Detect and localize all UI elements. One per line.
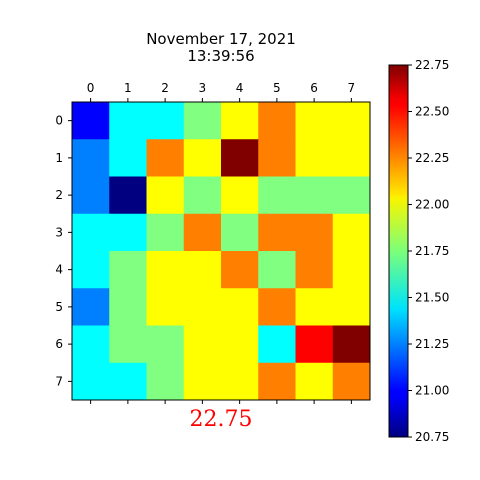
heatmap-cell (146, 325, 185, 364)
colorbar-tick-label: 20.75 (415, 430, 449, 444)
heatmap-cell (258, 362, 296, 401)
heatmap-cell (258, 102, 296, 140)
heatmap-cell (72, 139, 110, 177)
x-tick-label: 4 (236, 81, 244, 95)
heatmap-cell (72, 176, 110, 215)
colorbar-ticks: 20.75 21.00 21.25 21.50 21.75 22.00 22.25 22.50… (408, 58, 449, 444)
x-tick-label: 6 (310, 81, 318, 95)
heatmap-cell (258, 139, 296, 177)
x-tick-label: 5 (273, 81, 281, 95)
heatmap-cell (332, 251, 371, 289)
y-tick-label: 6 (55, 337, 63, 351)
chart-title-date: November 17, 2021 (146, 30, 296, 48)
heatmap-cell (295, 176, 334, 215)
heatmap-cell (183, 102, 222, 140)
colorbar-tick-label: 21.00 (415, 384, 449, 398)
heatmap-cell (258, 251, 296, 289)
heatmap-cell (332, 325, 371, 364)
heatmap-cell (332, 288, 371, 326)
heatmap-cell (295, 213, 334, 252)
colorbar-tick-label: 22.50 (415, 105, 449, 119)
heatmap-cell (183, 288, 222, 326)
colorbar-tick-label: 22.75 (415, 58, 449, 72)
heatmap-cell (72, 288, 110, 326)
colorbar-tick-label: 22.00 (415, 198, 449, 212)
heatmap-cell (109, 102, 147, 140)
heatmap-cell (221, 213, 259, 252)
x-tick-label: 0 (87, 81, 95, 95)
heatmap-cell (109, 251, 147, 289)
heatmap-cell (109, 176, 147, 215)
heatmap-cell (72, 102, 110, 140)
y-axis-ticks: 0 1 2 3 4 5 6 7 (55, 114, 72, 388)
x-tick-label: 7 (348, 81, 356, 95)
chart-title-time: 13:39:56 (187, 47, 254, 65)
heatmap-cells (72, 102, 371, 401)
heatmap-cell (72, 362, 110, 401)
heatmap-cell (332, 139, 371, 177)
heatmap-cell (109, 213, 147, 252)
heatmap-cell (221, 288, 259, 326)
heatmap-cell (221, 102, 259, 140)
heatmap-cell (109, 139, 147, 177)
heatmap-cell (295, 325, 334, 364)
colorbar-tick-label: 21.25 (415, 337, 449, 351)
heatmap-cell (332, 213, 371, 252)
heatmap-cell (221, 139, 259, 177)
heatmap-cell (221, 325, 259, 364)
heatmap-cell (332, 176, 371, 215)
heatmap-cell (221, 176, 259, 215)
heatmap-cell (72, 325, 110, 364)
heatmap-cell (183, 251, 222, 289)
heatmap-cell (332, 362, 371, 401)
heatmap-cell (72, 213, 110, 252)
heatmap-cell (258, 325, 296, 364)
x-tick-label: 1 (124, 81, 132, 95)
heatmap-cell (183, 362, 222, 401)
y-tick-label: 1 (55, 151, 63, 165)
heatmap-cell (146, 102, 185, 140)
heatmap-cell (72, 251, 110, 289)
heatmap-cell (183, 139, 222, 177)
heatmap-cell (183, 213, 222, 252)
heatmap-cell (146, 139, 185, 177)
heatmap-cell (183, 176, 222, 215)
heatmap-cell (258, 288, 296, 326)
y-tick-label: 3 (55, 225, 63, 239)
x-tick-label: 2 (161, 81, 169, 95)
heatmap-cell (146, 251, 185, 289)
value-readout: 22.75 (190, 407, 253, 432)
heatmap-cell (109, 362, 147, 401)
heatmap-cell (146, 362, 185, 401)
heatmap-cell (183, 325, 222, 364)
heatmap-cell (258, 176, 296, 215)
heatmap-cell (109, 288, 147, 326)
heatmap-cell (146, 176, 185, 215)
y-tick-label: 2 (55, 188, 63, 202)
heatmap-cell (146, 288, 185, 326)
x-tick-label: 3 (199, 81, 207, 95)
y-tick-label: 0 (55, 114, 63, 128)
heatmap-cell (258, 213, 296, 252)
colorbar-tick-label: 21.50 (415, 291, 449, 305)
heatmap-cell (295, 251, 334, 289)
y-tick-label: 7 (55, 374, 63, 388)
heatmap-cell (332, 102, 371, 140)
heatmap-cell (295, 102, 334, 140)
colorbar-tick-label: 21.75 (415, 244, 449, 258)
x-axis-ticks: 0 1 2 3 4 5 6 7 (87, 81, 355, 404)
heatmap-cell (295, 139, 334, 177)
heatmap-cell (146, 213, 185, 252)
y-tick-label: 5 (55, 300, 63, 314)
colorbar (388, 64, 409, 438)
heatmap-cell (221, 362, 259, 401)
heatmap-cell (109, 325, 147, 364)
plot-frame (71, 101, 371, 401)
heatmap-cell (221, 251, 259, 289)
y-tick-label: 4 (55, 263, 63, 277)
heatmap-cell (295, 362, 334, 401)
heatmap-cell (295, 288, 334, 326)
colorbar-tick-label: 22.25 (415, 151, 449, 165)
